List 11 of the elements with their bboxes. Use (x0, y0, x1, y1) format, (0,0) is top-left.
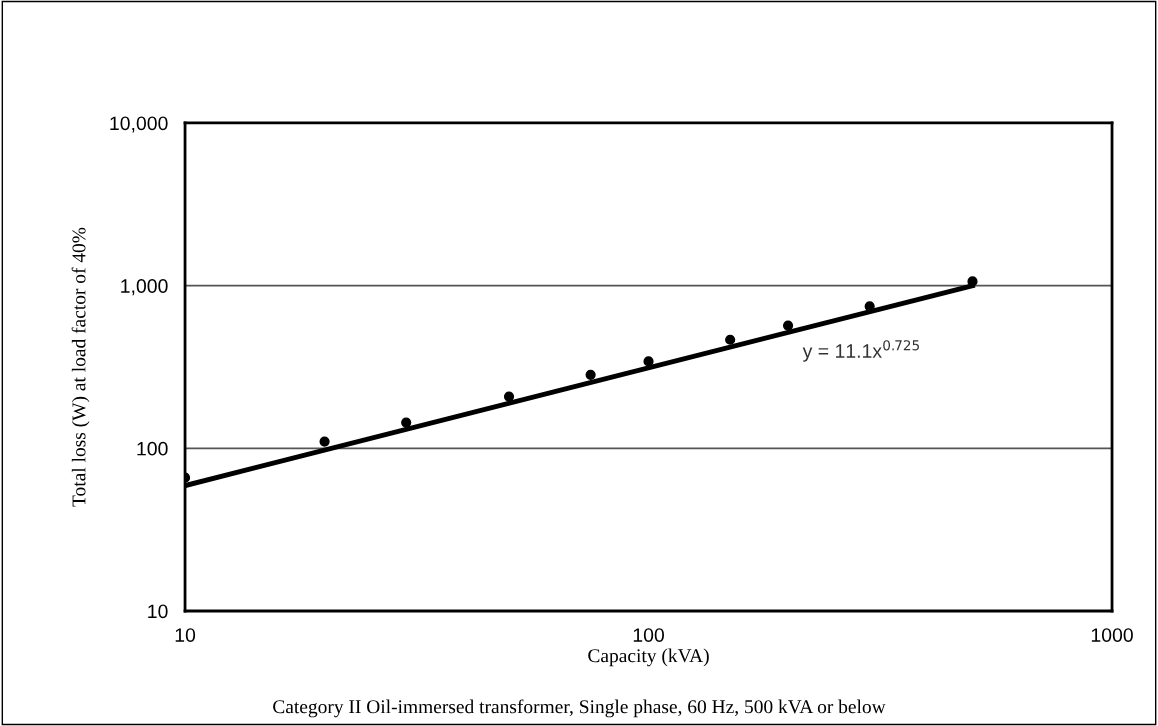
x-tick-label: 100 (633, 628, 664, 642)
y-axis-title: Total loss (W) at load factor of 40% (71, 227, 90, 507)
y-tick-label: 10 (148, 604, 168, 619)
y-tick-label: 1,000 (121, 279, 168, 296)
y-tick-label: 100 (137, 441, 168, 456)
x-axis-title: Capacity (kVA) (588, 648, 709, 667)
y-tick-label: 10,000 (110, 116, 168, 133)
x-tick-label: 1000 (1091, 628, 1133, 642)
annotation: y = 11.1x$^{0.725}$ (802, 340, 919, 362)
x-tick-label: 10 (175, 628, 196, 642)
text: Category II Oil-immersed transformer, Single phase, 60 Hz, 500 kVA or below (273, 699, 886, 718)
